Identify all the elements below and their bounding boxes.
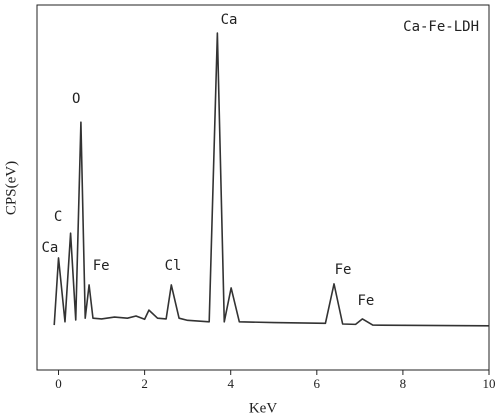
peak-label: Ca [41, 240, 58, 256]
spectrum-line [53, 32, 490, 327]
x-tick-label: 2 [141, 376, 148, 391]
peak-label: Fe [357, 293, 374, 309]
legend-label: Ca-Fe-LDH [403, 19, 479, 35]
y-axis-label: CPS(eV) [3, 161, 19, 215]
peak-label: Fe [335, 262, 352, 278]
x-tick-label: 0 [55, 376, 62, 391]
x-tick-label: 8 [400, 376, 407, 391]
peak-label: Cl [165, 258, 182, 274]
x-tick-label: 4 [227, 376, 234, 391]
plot-frame [36, 4, 490, 371]
x-tick-label: 10 [483, 376, 496, 391]
x-axis-label: KeV [249, 400, 277, 416]
peak-label: O [72, 91, 80, 107]
x-tick-label: 6 [314, 376, 321, 391]
peak-label: C [54, 209, 62, 225]
peak-label: Ca [221, 12, 238, 28]
peak-label: Fe [93, 258, 110, 274]
